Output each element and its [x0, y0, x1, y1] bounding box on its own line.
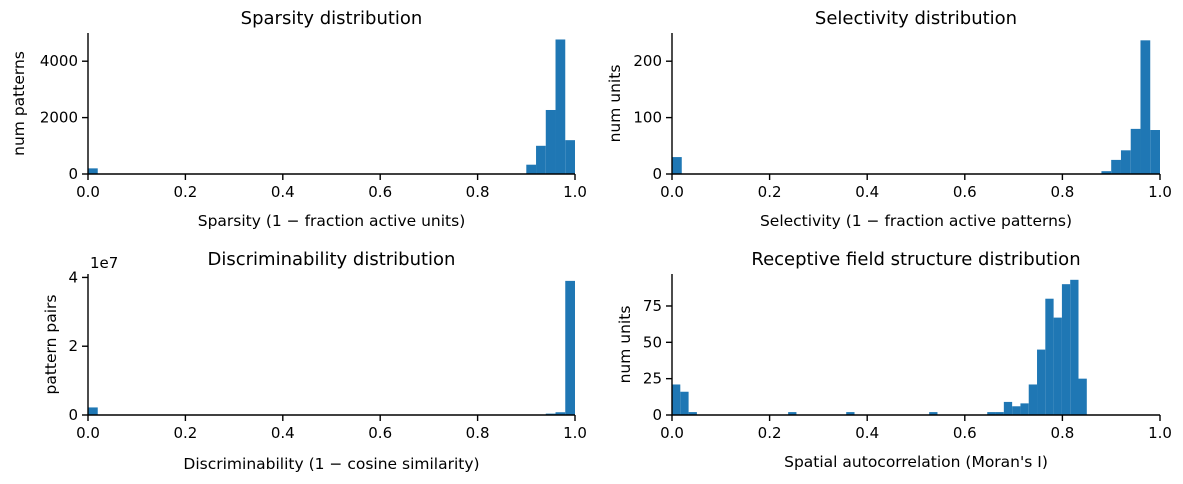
histogram-bar	[1070, 279, 1079, 415]
histogram-bar	[1150, 130, 1160, 174]
x-tick-label: 0.8	[466, 183, 490, 201]
discriminability-histogram-panel: Discriminability distribution Discrimina…	[42, 249, 587, 473]
x-axis-label: Selectivity (1 − fraction active pattern…	[760, 212, 1072, 230]
x-tick-label: 0.8	[1050, 424, 1074, 442]
histogram-bar	[526, 164, 537, 174]
x-tick-label: 1.0	[563, 183, 587, 201]
histogram-bar	[88, 407, 98, 415]
histogram-bar	[555, 39, 566, 175]
histogram-bar	[672, 384, 681, 415]
histogram-bar	[88, 168, 98, 174]
y-axis-label: num units	[616, 306, 634, 384]
x-tick-label: 0.4	[855, 424, 879, 442]
x-tick-label: 0.2	[758, 424, 782, 442]
y-tick-label: 2	[68, 337, 78, 355]
panel-title: Discriminability distribution	[208, 249, 456, 270]
x-tick-label: 1.0	[1148, 183, 1172, 201]
histogram-bar	[1061, 284, 1071, 415]
x-tick-label: 0.0	[660, 183, 684, 201]
y-tick-label: 0	[652, 165, 662, 183]
x-tick-label: 0.4	[271, 183, 295, 201]
y-axis-label: num units	[606, 65, 624, 143]
histogram-bar	[672, 157, 682, 174]
y-tick-label: 0	[68, 165, 78, 183]
x-tick-label: 0.4	[855, 183, 879, 201]
histogram-bar	[846, 412, 855, 415]
y-tick-label: 50	[643, 333, 662, 351]
x-tick-label: 0.0	[76, 424, 100, 442]
x-tick-label: 0.2	[173, 424, 197, 442]
y-tick-label: 4000	[40, 52, 78, 70]
y-axis-offset-label: 1e7	[90, 254, 118, 272]
histogram-bar	[995, 412, 1004, 415]
panel-title: Sparsity distribution	[241, 8, 423, 29]
x-axis-label: Discriminability (1 − cosine similarity)	[183, 455, 479, 473]
histogram-bar	[1053, 317, 1062, 415]
histogram-bar	[565, 140, 575, 174]
histogram-bar	[680, 391, 689, 415]
histogram-bar	[555, 412, 566, 415]
histogram-bar	[788, 412, 797, 415]
histogram-bar	[1111, 159, 1121, 174]
y-tick-label: 25	[643, 370, 662, 388]
y-tick-label: 2000	[40, 109, 78, 127]
y-tick-label: 4	[68, 268, 78, 286]
histogram-bar	[1028, 384, 1038, 415]
x-axis-label: Spatial autocorrelation (Moran's I)	[784, 453, 1048, 471]
y-axis-label: pattern pairs	[42, 295, 60, 395]
histogram-bar	[545, 109, 556, 174]
sparsity-histogram-panel: Sparsity distribution Sparsity (1 − frac…	[10, 8, 587, 230]
histogram-bar	[565, 280, 575, 415]
receptive-field-histogram-panel: Receptive field structure distribution S…	[616, 249, 1172, 471]
x-axis-label: Sparsity (1 − fraction active units)	[198, 212, 466, 230]
histogram-bar	[1020, 403, 1029, 415]
y-tick-label: 0	[68, 406, 78, 424]
x-tick-label: 0.0	[76, 183, 100, 201]
x-tick-label: 0.6	[953, 424, 977, 442]
x-tick-label: 0.6	[953, 183, 977, 201]
histogram-bar	[1140, 40, 1151, 174]
histogram-bar	[987, 412, 996, 415]
panel-title: Receptive field structure distribution	[751, 249, 1080, 270]
histogram-bar	[1037, 349, 1046, 415]
histogram-bar	[1045, 298, 1054, 415]
x-tick-label: 0.6	[368, 424, 392, 442]
x-tick-label: 0.8	[466, 424, 490, 442]
y-tick-label: 200	[633, 52, 662, 70]
y-tick-label: 75	[643, 297, 662, 315]
y-tick-label: 100	[633, 109, 662, 127]
histogram-bar	[1078, 378, 1087, 415]
histogram-bar	[929, 412, 938, 415]
histogram-bar	[1120, 150, 1131, 174]
x-tick-label: 0.4	[271, 424, 295, 442]
x-tick-label: 0.8	[1050, 183, 1074, 201]
histogram-bar	[688, 412, 697, 415]
x-tick-label: 1.0	[1148, 424, 1172, 442]
histogram-bar	[536, 145, 546, 174]
x-tick-label: 0.2	[173, 183, 197, 201]
histogram-bar	[1012, 406, 1021, 415]
x-tick-label: 1.0	[563, 424, 587, 442]
x-tick-label: 0.6	[368, 183, 392, 201]
y-axis-label: num patterns	[10, 51, 28, 156]
x-tick-label: 0.0	[660, 424, 684, 442]
y-tick-label: 0	[652, 406, 662, 424]
histogram-bar	[1003, 401, 1013, 415]
x-tick-label: 0.2	[758, 183, 782, 201]
panel-title: Selectivity distribution	[815, 8, 1017, 29]
histogram-bar	[1101, 171, 1112, 174]
histogram-bar	[1130, 128, 1141, 174]
selectivity-histogram-panel: Selectivity distribution Selectivity (1 …	[606, 8, 1172, 230]
